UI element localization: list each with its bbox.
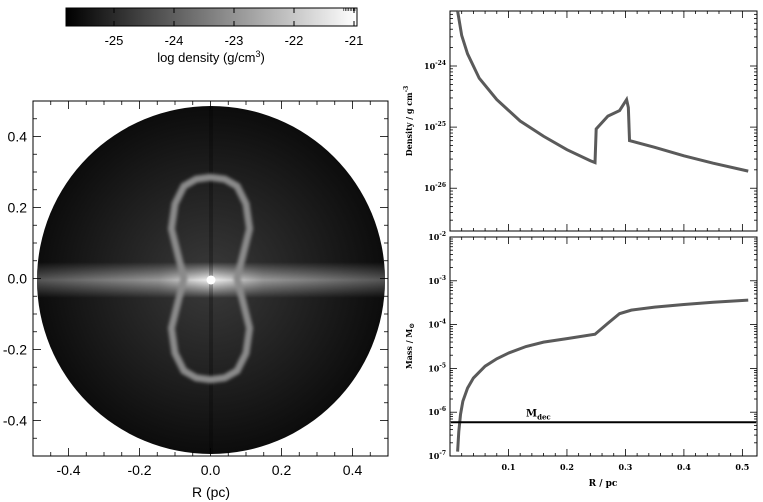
map-xlabel: R (pc)	[192, 484, 230, 500]
colorbar-tick-label: -21	[345, 33, 364, 48]
y-tick-label: 10-5	[428, 362, 446, 373]
mass-xlabel: R / pc	[589, 479, 618, 489]
x-tick-label: 0.5	[735, 462, 749, 472]
map-x-tick-label: 0.2	[272, 462, 292, 478]
density-map-panel: -0.4 -0.2 0.0 0.2 0.4 0.4 0.2 0.0 -0.2 -0.4 R (pc…	[3, 100, 389, 500]
map-x-tick-label: 0.4	[343, 462, 363, 478]
mdec-label: Mdec	[526, 408, 551, 421]
density-ylabel: Density / g cm-3	[403, 86, 414, 157]
mass-axis-ticks: 0.1 0.2 0.3 0.4 0.5 10-2 10-3 10-4 10-5 10-6 10-7	[428, 231, 757, 472]
y-tick-label: 10-26	[424, 182, 446, 193]
colorbar-tick-label: -22	[285, 33, 304, 48]
density-profile-panel: 10-24 10-25 10-26 Density / g cm-3	[403, 10, 758, 232]
mass-profile-panel: 0.1 0.2 0.3 0.4 0.510-210-310-410-510-610-7 …	[404, 231, 758, 489]
mass-frame	[449, 236, 758, 457]
mass-curve	[456, 298, 749, 452]
density-axis-ticks: 10-24 10-25 10-26	[424, 11, 757, 232]
colorbar-ticks: -25 -24 -23 -22 -21	[105, 8, 364, 48]
y-tick-label: 10-7	[428, 450, 446, 461]
central-star	[206, 275, 216, 285]
y-tick-label: 10-4	[428, 319, 446, 330]
y-tick-label: 10-2	[428, 231, 446, 242]
y-tick-label: 10-25	[424, 121, 446, 132]
y-tick-label: 10-24	[424, 60, 446, 71]
density-curve	[456, 10, 749, 173]
colorbar-tick-label: -24	[165, 33, 184, 48]
y-tick-label: 10-6	[428, 406, 446, 417]
map-x-tick-label: -0.2	[127, 462, 151, 478]
mass-ylabel: Mass / M⊙	[404, 323, 416, 369]
bipolar-shell	[167, 173, 254, 384]
colorbar-tick-label: -25	[105, 33, 124, 48]
colorbar-label: log density (g/cm3)	[157, 49, 265, 65]
x-tick-label: 0.4	[677, 462, 691, 472]
y-tick-label: 10-3	[428, 275, 446, 286]
map-x-tick-label: 0.0	[201, 462, 221, 478]
x-tick-label: 0.1	[502, 462, 516, 472]
map-axis-ticks: -0.4 -0.2 0.0 0.2 0.4 0.4 0.2 0.0 -0.2 -0.4	[3, 100, 389, 478]
x-tick-label: 0.3	[618, 462, 632, 472]
map-y-tick-label: -0.4	[3, 413, 27, 429]
x-tick-label: 0.2	[560, 462, 574, 472]
colorbar: -25 -24 -23 -22 -21 log density (g/cm3)	[65, 7, 364, 65]
map-y-tick-label: -0.2	[3, 342, 27, 358]
map-y-tick-label: 0.2	[8, 200, 28, 216]
map-y-tick-label: 0.0	[8, 271, 28, 287]
map-x-tick-label: -0.4	[56, 462, 80, 478]
colorbar-tick-label: -23	[225, 33, 244, 48]
map-y-tick-label: 0.4	[8, 129, 28, 145]
colorbar-gradient	[65, 7, 358, 27]
